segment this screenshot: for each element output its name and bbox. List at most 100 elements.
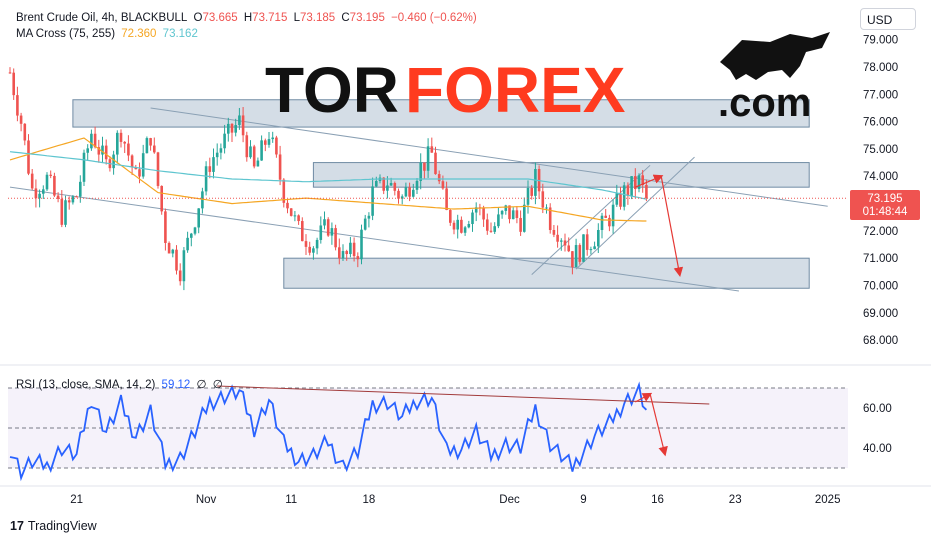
candle-body	[397, 190, 400, 199]
rsi-line	[9, 381, 648, 482]
candle-body	[271, 137, 274, 140]
ohlc-high-label: H	[243, 12, 253, 24]
candle-body	[497, 214, 500, 227]
candle-body	[389, 182, 393, 186]
candle-body	[12, 72, 15, 96]
candle-body	[560, 240, 563, 242]
rsi-trendline	[217, 385, 710, 405]
candle-body	[64, 200, 67, 225]
candle-body	[130, 155, 134, 168]
y-tick-label: 71.000	[863, 253, 898, 265]
chart-header: Brent Crude Oil, 4h, BLACKBULL O73.665 H…	[16, 12, 480, 24]
candle-body	[626, 185, 630, 197]
candle-body	[486, 219, 489, 231]
candle-body	[467, 224, 471, 228]
candle-body	[349, 242, 352, 255]
candle-body	[530, 188, 533, 196]
ohlc-change: −0.460 (−0.62%)	[391, 12, 477, 24]
candle-body	[186, 237, 189, 251]
candle-body	[341, 251, 345, 259]
candle-body	[567, 245, 570, 252]
candle-body	[256, 160, 260, 167]
candle-body	[201, 191, 204, 209]
y-tick-label: 72.000	[863, 226, 898, 238]
currency-selector[interactable]: USD	[860, 8, 916, 30]
candle-body	[482, 208, 485, 220]
candle-body	[212, 157, 215, 172]
candle-body	[23, 123, 27, 141]
candle-body	[445, 188, 448, 211]
candle-body	[301, 221, 304, 242]
candle-body	[308, 246, 311, 253]
candle-body	[563, 240, 567, 246]
candle-body	[141, 153, 145, 177]
candle-body	[293, 215, 297, 217]
candle-body	[423, 162, 426, 171]
candle-body	[645, 184, 648, 199]
candle-body	[363, 218, 367, 230]
candle-body	[493, 226, 496, 232]
candle-body	[508, 205, 511, 220]
rsi-arrow-down	[649, 393, 668, 457]
candle-body	[426, 146, 430, 171]
y-tick-label: 78.000	[863, 62, 898, 74]
candle-body	[608, 217, 611, 227]
candle-body	[208, 166, 212, 172]
candle-body	[615, 193, 619, 205]
candle-body	[178, 270, 182, 282]
candle-body	[375, 180, 378, 187]
candle-body	[230, 123, 234, 133]
candle-body	[27, 140, 30, 174]
candle-body	[297, 215, 300, 222]
candle-body	[286, 202, 289, 209]
y-tick-label: 70.000	[863, 281, 898, 293]
candle-body	[434, 152, 437, 175]
candle-body	[123, 141, 126, 144]
support-resistance-zone-1	[72, 99, 810, 128]
candle-body	[167, 242, 171, 254]
watermark-com: .com	[718, 81, 811, 125]
candle-body	[19, 115, 23, 124]
candle-body	[171, 249, 175, 254]
candle-body	[386, 185, 389, 191]
candle-body	[190, 233, 193, 238]
candle-body	[441, 181, 445, 189]
candle-body	[267, 139, 271, 145]
candle-body	[245, 135, 249, 158]
price-label-value: 73.195	[867, 193, 902, 205]
candle-body	[571, 251, 574, 268]
x-tick-label: 16	[651, 494, 664, 506]
candle-body	[289, 208, 293, 216]
candle-body	[511, 210, 515, 220]
candle-body	[641, 175, 644, 185]
rsi-value: 59.12	[161, 379, 191, 391]
candle-body	[282, 179, 286, 203]
candle-body	[456, 219, 459, 230]
candle-body	[112, 154, 115, 169]
rsi-arrow-up	[635, 392, 653, 403]
candle-body	[304, 241, 308, 247]
y-tick-label: 79.000	[863, 35, 898, 47]
candle-body	[352, 242, 356, 257]
candle-body	[93, 133, 97, 148]
ohlc-close-label: C	[341, 12, 350, 24]
candle-body	[471, 212, 474, 225]
candle-body	[330, 228, 334, 236]
candle-body	[97, 147, 101, 155]
y-tick-label: 68.000	[863, 335, 898, 347]
rsi-header: RSI (13, close, SMA, 14, 2) 59.12 ∅ ∅	[16, 377, 226, 391]
ma-slow-value: 73.162	[162, 28, 198, 40]
candle-body	[45, 174, 49, 190]
watermark-tor: TOR	[265, 54, 399, 126]
candle-body	[463, 227, 467, 233]
candle-body	[630, 176, 633, 197]
candle-body	[634, 176, 637, 189]
candle-body	[604, 215, 607, 218]
candle-body	[534, 168, 537, 196]
candle-body	[42, 189, 45, 194]
candle-body	[234, 125, 237, 133]
candle-body	[197, 208, 200, 228]
candle-body	[345, 251, 348, 255]
candle-body	[578, 245, 582, 262]
